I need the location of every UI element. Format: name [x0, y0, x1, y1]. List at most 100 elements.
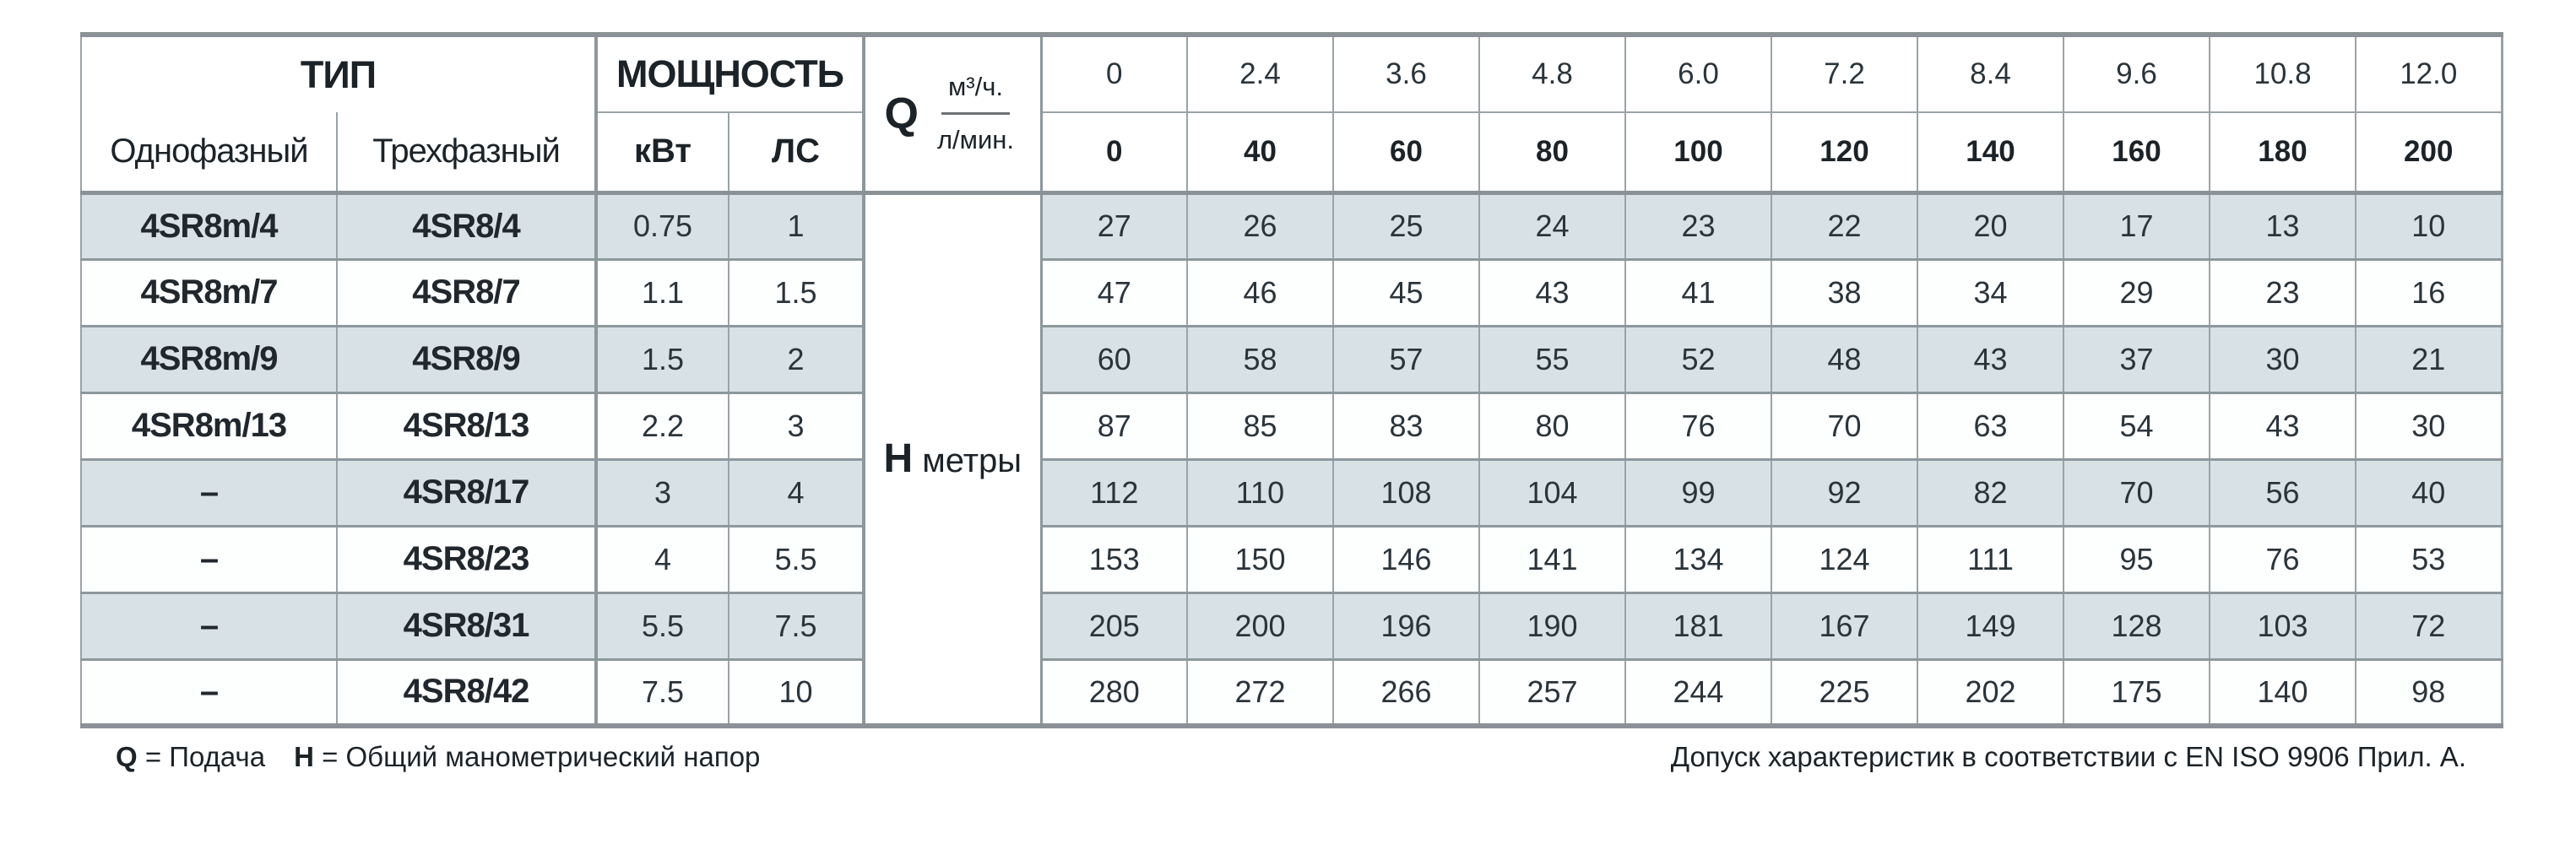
- head-value: 175: [2063, 657, 2210, 728]
- flow-lmin-col-6: 140: [1917, 111, 2064, 195]
- head-value: 10: [2355, 191, 2503, 261]
- head-value: 43: [1917, 324, 2064, 394]
- power-kw-value: 7.5: [594, 657, 729, 728]
- head-value: 128: [2063, 591, 2210, 661]
- head-value: 58: [1186, 324, 1334, 394]
- head-value: 167: [1771, 591, 1918, 661]
- q-def-label: Q: [116, 741, 138, 772]
- q-unit-m3h: м³/ч.: [941, 68, 1010, 116]
- flow-lmin-col-9: 200: [2355, 111, 2503, 195]
- h-label: H: [883, 436, 914, 482]
- type-header: ТИП: [80, 32, 597, 112]
- three-phase-header: Трехфазный: [336, 112, 597, 195]
- flow-lmin-col-8: 180: [2209, 111, 2356, 195]
- single-phase-model: –: [80, 457, 338, 528]
- power-kw-value: 5.5: [594, 591, 729, 661]
- h-def-label: H: [294, 741, 314, 772]
- head-value: 20: [1917, 191, 2064, 261]
- head-value: 99: [1624, 457, 1772, 528]
- head-value: 76: [2209, 524, 2356, 594]
- legend-note: Q = Подача H = Общий манометрический напо…: [116, 741, 760, 773]
- head-value: 43: [2209, 391, 2356, 461]
- kw-header: кВт: [594, 111, 729, 195]
- single-phase-model: 4SR8m/13: [80, 391, 338, 461]
- head-value: 110: [1186, 457, 1334, 528]
- head-value: 244: [1624, 657, 1772, 728]
- table-footnotes: Q = Подача H = Общий манометрический напо…: [80, 741, 2502, 773]
- head-value: 52: [1624, 324, 1772, 394]
- head-value: 257: [1478, 657, 1626, 728]
- power-hp-value: 1.5: [728, 257, 865, 327]
- flow-lmin-col-0: 0: [1039, 111, 1188, 195]
- power-header: МОЩНОСТЬ: [594, 32, 865, 112]
- flow-lmin-col-4: 100: [1624, 111, 1772, 195]
- flow-lmin-col-5: 120: [1771, 111, 1918, 195]
- head-value: 140: [2209, 657, 2356, 728]
- head-value: 82: [1917, 457, 2064, 528]
- head-value: 53: [2355, 524, 2503, 594]
- head-value: 54: [2063, 391, 2210, 461]
- table-row: 4SR8m/9 4SR8/9 1.5 2 60 58 57 55 52 48 43 37 30 21: [80, 324, 2503, 394]
- head-value: 196: [1332, 591, 1480, 661]
- head-value: 153: [1039, 524, 1188, 594]
- head-value: 43: [1478, 257, 1626, 327]
- head-value: 149: [1917, 591, 2064, 661]
- flow-m3h-col-2: 3.6: [1332, 32, 1480, 113]
- head-value: 41: [1624, 257, 1772, 327]
- head-value: 205: [1039, 591, 1188, 661]
- single-phase-model: 4SR8m/9: [80, 324, 338, 394]
- head-value: 85: [1186, 391, 1334, 461]
- head-value: 21: [2355, 324, 2503, 394]
- head-value: 95: [2063, 524, 2210, 594]
- head-value: 57: [1332, 324, 1480, 394]
- head-value: 80: [1478, 391, 1626, 461]
- head-value: 60: [1039, 324, 1188, 394]
- header-row-2: Однофазный Трехфазный кВт ЛС 0 40 60 80 100 1…: [80, 111, 2503, 195]
- power-hp-value: 2: [728, 324, 865, 394]
- head-value: 38: [1771, 257, 1918, 327]
- head-value: 37: [2063, 324, 2210, 394]
- three-phase-model: 4SR8/4: [336, 191, 597, 261]
- head-value: 108: [1332, 457, 1480, 528]
- three-phase-model: 4SR8/23: [336, 524, 597, 594]
- hp-header: ЛС: [728, 111, 865, 195]
- flow-m3h-col-3: 4.8: [1478, 32, 1626, 113]
- q-def-text: = Подача: [144, 741, 266, 772]
- power-hp-value: 10: [728, 657, 865, 728]
- pump-performance-table: ТИП МОЩНОСТЬ Q м³/ч. л/мин. 0 2.4 3.6 4.8 6.…: [80, 32, 2503, 728]
- head-value: 83: [1332, 391, 1480, 461]
- power-kw-value: 1.1: [594, 257, 729, 327]
- head-value: 30: [2355, 391, 2503, 461]
- power-hp-value: 1: [728, 191, 865, 261]
- head-value: 34: [1917, 257, 2064, 327]
- single-phase-model: 4SR8m/7: [80, 257, 338, 327]
- head-value: 266: [1332, 657, 1480, 728]
- three-phase-model: 4SR8/31: [336, 591, 597, 661]
- head-value: 55: [1478, 324, 1626, 394]
- head-value: 23: [1624, 191, 1772, 261]
- head-value: 150: [1186, 524, 1334, 594]
- three-phase-model: 4SR8/42: [336, 657, 597, 728]
- power-hp-value: 7.5: [728, 591, 865, 661]
- three-phase-model: 4SR8/17: [336, 457, 597, 528]
- table-row: 4SR8m/7 4SR8/7 1.1 1.5 47 46 45 43 41 38 34 29 23 16: [80, 257, 2503, 327]
- head-value: 17: [2063, 191, 2210, 261]
- head-value: 26: [1186, 191, 1334, 261]
- table-body: 4SR8m/4 4SR8/4 0.75 1 H метры 27 26 25 24 23 22 20 1…: [80, 191, 2503, 728]
- head-value: 70: [2063, 457, 2210, 528]
- head-value: 76: [1624, 391, 1772, 461]
- head-value: 29: [2063, 257, 2210, 327]
- h-def-text: = Общий манометрический напор: [322, 741, 761, 772]
- head-value: 124: [1771, 524, 1918, 594]
- h-unit: метры: [922, 442, 1022, 480]
- three-phase-model: 4SR8/9: [336, 324, 597, 394]
- q-definition: Q = Подача: [116, 741, 265, 772]
- head-value: 46: [1186, 257, 1334, 327]
- head-value: 104: [1478, 457, 1626, 528]
- head-value: 111: [1917, 524, 2064, 594]
- head-value: 72: [2355, 591, 2503, 661]
- head-value: 181: [1624, 591, 1772, 661]
- power-kw-value: 2.2: [594, 391, 729, 461]
- head-value: 202: [1917, 657, 2064, 728]
- single-phase-model: –: [80, 524, 338, 594]
